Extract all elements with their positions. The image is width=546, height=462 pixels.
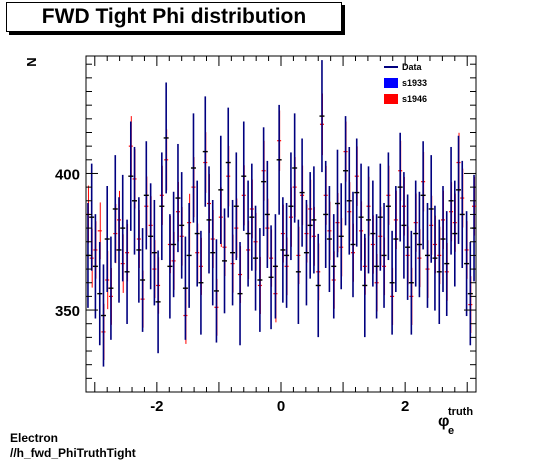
- legend-label: Data: [402, 62, 423, 72]
- x-axis-label-sup: truth: [448, 406, 473, 418]
- x-tick-label: -2: [150, 398, 163, 415]
- data-marks: [85, 60, 477, 367]
- x-axis-label-base: φ: [438, 413, 449, 430]
- footer-histogram-path: //h_fwd_PhiTruthTight: [10, 446, 136, 460]
- chart-title: FWD Tight Phi distribution: [41, 5, 307, 28]
- chart-title-box: FWD Tight Phi distribution: [6, 2, 342, 32]
- legend-marker-s1933: [384, 78, 398, 88]
- x-tick-label: 2: [401, 398, 409, 415]
- y-axis-label: N: [24, 57, 39, 66]
- legend-marker-s1946: [384, 94, 398, 104]
- axes: -2 0 2 350 400: [55, 56, 476, 415]
- legend: Data s1933 s1946: [384, 62, 427, 104]
- plot-frame: [85, 55, 477, 393]
- legend-label: s1933: [402, 78, 427, 88]
- legend-label: s1946: [402, 94, 427, 104]
- y-tick-label: 400: [55, 166, 80, 183]
- x-axis-label: φ e truth: [438, 406, 473, 437]
- y-tick-label: 350: [55, 303, 80, 320]
- x-axis-label-sub: e: [448, 425, 454, 437]
- x-tick-label: 0: [277, 398, 285, 415]
- footer-particle-label: Electron: [10, 431, 59, 445]
